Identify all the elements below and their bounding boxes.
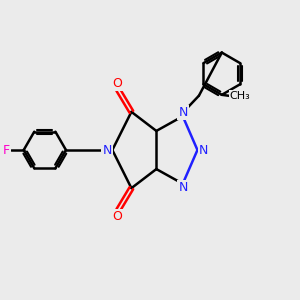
Text: N: N — [179, 106, 188, 119]
Text: F: F — [2, 143, 10, 157]
Text: N: N — [199, 143, 208, 157]
Text: O: O — [112, 77, 122, 90]
Text: N: N — [102, 143, 112, 157]
Text: N: N — [179, 181, 188, 194]
Text: CH₃: CH₃ — [230, 91, 250, 101]
Text: O: O — [112, 210, 122, 223]
